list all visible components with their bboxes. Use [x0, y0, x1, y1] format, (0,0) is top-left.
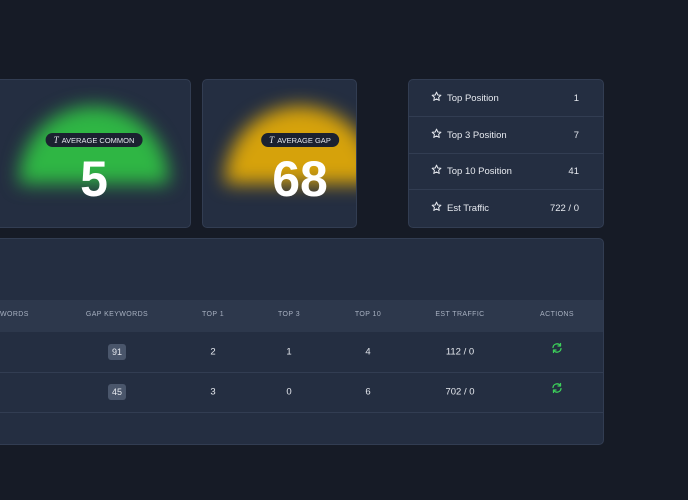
- star: [431, 201, 442, 215]
- table-header: [0, 300, 603, 332]
- star: [431, 164, 442, 178]
- position-label: Est Traffic: [447, 202, 490, 214]
- position-value: 1: [573, 93, 579, 104]
- refresh-icon: [552, 382, 562, 394]
- column-header: EST TRAFFIC: [435, 311, 485, 318]
- refresh-button[interactable]: [551, 341, 563, 359]
- column-header: TOP 10: [354, 311, 382, 318]
- refresh-icon: [552, 342, 562, 354]
- column-header: WORDS: [0, 311, 29, 318]
- gauge-value: 68: [272, 151, 328, 207]
- table-panel: [0, 238, 604, 445]
- row-divider: [0, 412, 603, 413]
- table-cell: 0: [286, 386, 292, 398]
- table-cell: 112 / 0: [445, 346, 475, 358]
- gauge-card: T AVERAGE COMMON 5: [0, 79, 191, 228]
- star-icon: [431, 164, 442, 174]
- gauge-label-text: AVERAGE GAP: [277, 136, 331, 145]
- position-row: Top Position 1: [409, 80, 603, 117]
- position-value: 7: [573, 129, 579, 141]
- position-label: Top 3 Position: [447, 129, 507, 141]
- star: [431, 91, 442, 105]
- gauge-label-text: AVERAGE COMMON: [61, 136, 135, 145]
- position-label: Top 10 Position: [447, 166, 512, 177]
- refresh-button[interactable]: [551, 381, 563, 399]
- table-cell: 702 / 0: [445, 386, 475, 398]
- gap-badge: 91: [107, 344, 127, 360]
- positions-card: Top Position 1 Top 3 Position 7 Top 10 Posit…: [408, 79, 604, 228]
- column-header: GAP KEYWORDS: [85, 311, 149, 318]
- gauge-value: 5: [80, 151, 108, 207]
- star-icon: [431, 128, 442, 138]
- position-row: Top 3 Position 7: [409, 117, 603, 154]
- star-icon: [431, 91, 442, 101]
- table-cell: 4: [365, 346, 371, 358]
- star-icon: [431, 201, 442, 211]
- table-cell: 2: [210, 346, 216, 358]
- gauge-card: T AVERAGE GAP 68: [202, 79, 357, 228]
- column-header: TOP 1: [202, 311, 224, 318]
- position-value: 722 / 0: [549, 202, 579, 214]
- column-header: ACTIONS: [540, 311, 574, 318]
- table-cell: 3: [210, 386, 216, 398]
- column-header: TOP 3: [278, 311, 300, 318]
- position-label: Top Position: [447, 93, 499, 104]
- gauge-label: T AVERAGE COMMON: [45, 133, 143, 147]
- row-divider: [0, 372, 603, 373]
- star: [431, 128, 442, 142]
- position-value: 41: [568, 166, 579, 177]
- position-row: Est Traffic 722 / 0: [409, 190, 603, 226]
- position-row: Top 10 Position 41: [409, 153, 603, 190]
- table-cell: 6: [365, 386, 371, 398]
- table-cell: 1: [286, 346, 292, 358]
- gauge-label: T AVERAGE GAP: [261, 133, 339, 147]
- gap-badge: 45: [107, 384, 127, 400]
